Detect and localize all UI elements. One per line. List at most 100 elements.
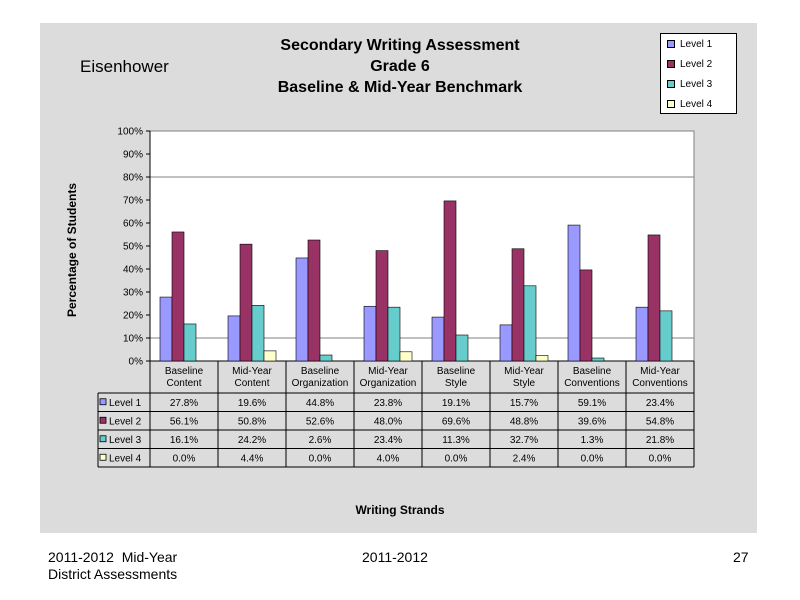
- bar-level-3: [387, 306, 401, 362]
- y-tick-label: 90%: [123, 150, 143, 161]
- bar-level-3: [523, 285, 537, 362]
- table-value: 0.0%: [445, 453, 468, 464]
- chart-title-line-2: Grade 6: [370, 58, 430, 75]
- table-value: 59.1%: [578, 398, 606, 409]
- table-value: 24.2%: [238, 435, 266, 446]
- table-value: 15.7%: [510, 398, 538, 409]
- x-category-label: Conventions: [564, 378, 620, 389]
- x-category-label: Style: [513, 378, 536, 389]
- x-category-label: Mid-Year: [504, 366, 544, 377]
- bar-level-1: [635, 306, 649, 362]
- y-tick-label: 60%: [123, 219, 143, 230]
- bar-level-1: [567, 224, 581, 362]
- table-value: 50.8%: [238, 416, 266, 427]
- table-value: 32.7%: [510, 435, 538, 446]
- bar-level-3: [659, 310, 673, 362]
- x-category-label: Organization: [360, 378, 417, 389]
- y-tick-label: 0%: [129, 357, 144, 368]
- footer-left: 2011-2012 Mid-Year District Assessments: [48, 549, 177, 583]
- x-category-label: Conventions: [632, 378, 688, 389]
- x-category-label: Organization: [292, 378, 349, 389]
- table-value: 56.1%: [170, 416, 198, 427]
- bar-level-2: [579, 269, 593, 362]
- table-value: 23.4%: [646, 398, 674, 409]
- x-category-label: Mid-Year: [640, 366, 680, 377]
- bar-level-1: [363, 305, 377, 362]
- table-value: 19.6%: [238, 398, 266, 409]
- page-number: 27: [733, 549, 749, 565]
- table-value: 27.8%: [170, 398, 198, 409]
- bar-level-3: [183, 323, 197, 362]
- x-category-label: Content: [166, 378, 201, 389]
- chart-title-line-3: Baseline & Mid-Year Benchmark: [277, 79, 523, 96]
- table-value: 44.8%: [306, 398, 334, 409]
- table-swatch: [99, 416, 107, 424]
- table-value: 23.4%: [374, 435, 402, 446]
- bar-level-3: [591, 357, 605, 362]
- table-series-name: Level 3: [109, 435, 142, 446]
- x-category-label: Baseline: [301, 366, 340, 377]
- bar-level-1: [295, 257, 309, 362]
- table-value: 2.6%: [309, 435, 332, 446]
- table-swatch: [99, 453, 107, 461]
- x-category-label: Baseline: [165, 366, 204, 377]
- legend-label: Level 3: [680, 79, 713, 90]
- legend-swatch-level-3: [667, 80, 675, 89]
- table-value: 19.1%: [442, 398, 470, 409]
- table-value: 0.0%: [649, 453, 672, 464]
- chart-legend: Level 1 Level 2 Level 3 Level 4: [660, 33, 737, 114]
- bar-level-3: [319, 354, 333, 362]
- footer-center: 2011-2012: [362, 549, 428, 565]
- table-value: 39.6%: [578, 416, 606, 427]
- bar-level-2: [647, 234, 661, 362]
- legend-label: Level 2: [680, 59, 713, 70]
- table-value: 16.1%: [170, 435, 198, 446]
- y-tick-label: 80%: [123, 173, 143, 184]
- y-tick-label: 30%: [123, 288, 143, 299]
- legend-swatch-level-1: [667, 40, 675, 49]
- bar-level-2: [443, 200, 457, 362]
- x-category-label: Mid-Year: [232, 366, 272, 377]
- y-tick-label: 50%: [123, 242, 143, 253]
- x-category-label: Baseline: [573, 366, 612, 377]
- table-value: 0.0%: [309, 453, 332, 464]
- table-series-name: Level 2: [109, 416, 142, 427]
- legend-item-level-1: Level 1: [667, 39, 712, 51]
- table-swatch: [99, 435, 107, 443]
- bar-level-1: [159, 296, 173, 362]
- table-series-name: Level 1: [109, 398, 142, 409]
- school-name: Eisenhower: [80, 57, 169, 76]
- legend-label: Level 1: [680, 39, 713, 50]
- x-category-label: Content: [234, 378, 269, 389]
- x-axis-label: Writing Strands: [355, 503, 445, 517]
- legend-swatch-level-4: [667, 100, 675, 109]
- table-value: 1.3%: [581, 435, 604, 446]
- y-tick-label: 20%: [123, 311, 143, 322]
- table-series-name: Level 4: [109, 453, 142, 464]
- table-value: 69.6%: [442, 416, 470, 427]
- table-value: 54.8%: [646, 416, 674, 427]
- bar-level-1: [431, 316, 445, 362]
- table-value: 23.8%: [374, 398, 402, 409]
- table-value: 11.3%: [442, 435, 470, 446]
- table-swatch: [99, 398, 107, 406]
- y-tick-label: 10%: [123, 334, 143, 345]
- bar-level-1: [227, 315, 241, 362]
- legend-item-level-4: Level 4: [667, 99, 712, 111]
- bar-level-1: [499, 324, 513, 362]
- x-category-label: Mid-Year: [368, 366, 408, 377]
- chart-title-line-1: Secondary Writing Assessment: [280, 37, 520, 54]
- bar-level-4: [263, 350, 277, 362]
- footer-left-line-1: 2011-2012 Mid-Year: [48, 549, 178, 565]
- legend-item-level-3: Level 3: [667, 79, 712, 91]
- x-category-label: Style: [445, 378, 468, 389]
- y-tick-label: 100%: [117, 127, 143, 138]
- table-value: 4.0%: [377, 453, 400, 464]
- bar-level-4: [535, 355, 549, 362]
- table-value: 21.8%: [646, 435, 674, 446]
- table-value: 2.4%: [513, 453, 536, 464]
- y-tick-label: 40%: [123, 265, 143, 276]
- table-value: 0.0%: [173, 453, 196, 464]
- bar-level-3: [455, 334, 469, 362]
